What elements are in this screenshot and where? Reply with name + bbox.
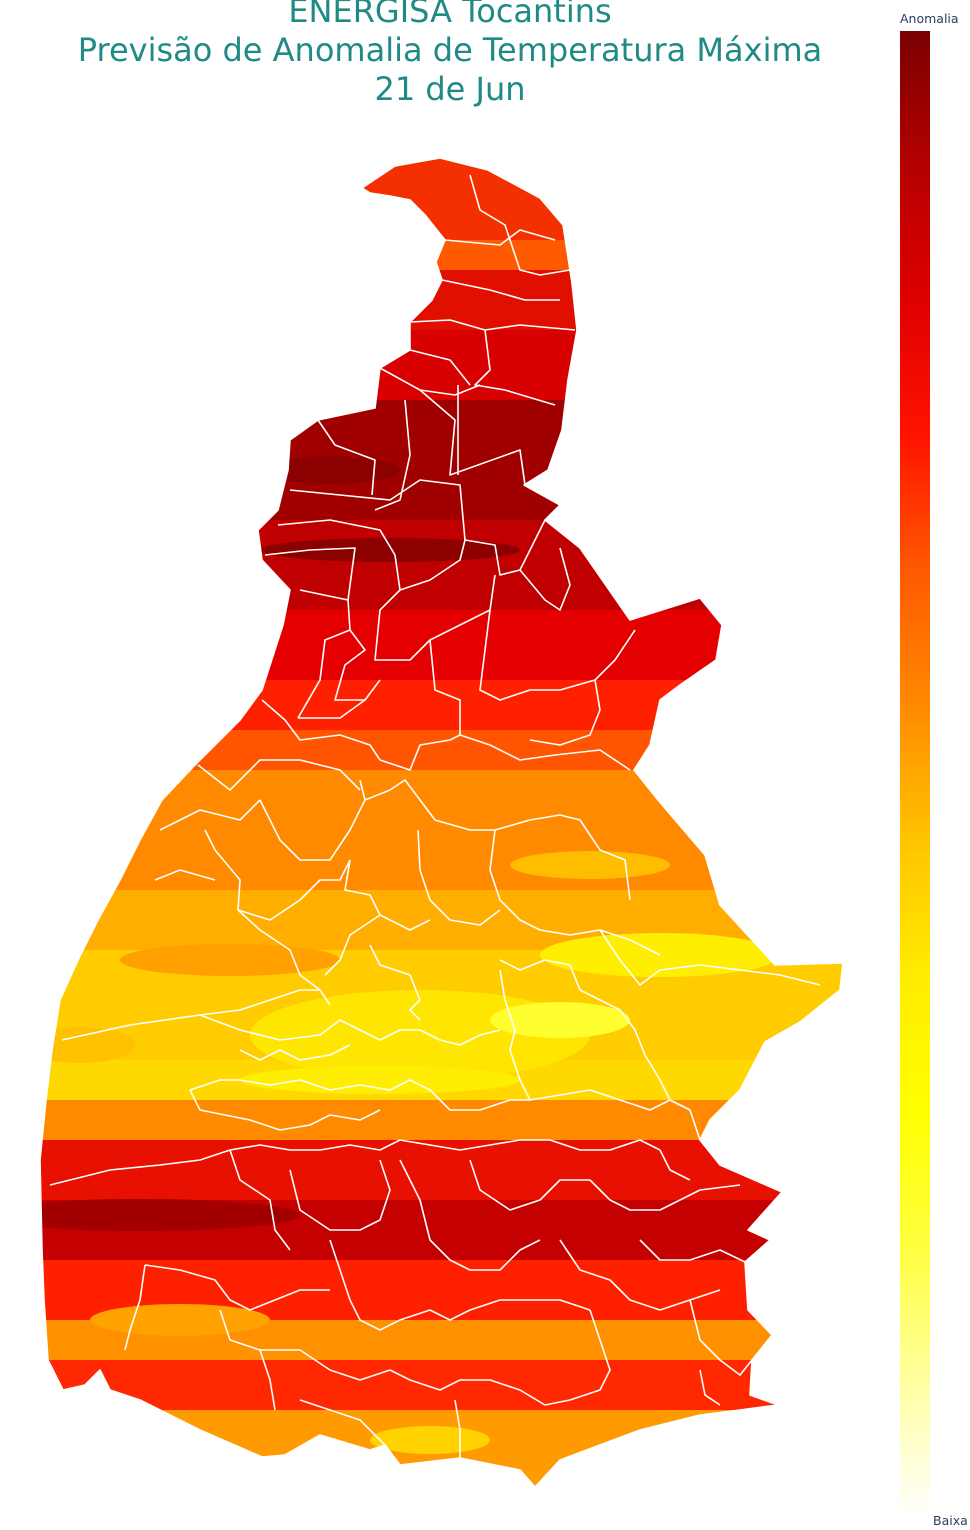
title-line-3: 21 de Jun [374, 70, 526, 108]
title-line-2: Previsão de Anomalia de Temperatura Máxi… [77, 31, 823, 69]
map-title: ENERGISA Tocantins Previsão de Anomalia … [0, 0, 900, 109]
colorbar-bottom-label: Baixa [933, 1513, 968, 1528]
anomaly-map [39, 157, 844, 1488]
colorbar [900, 31, 930, 1517]
colorbar-top-label: Anomalia [900, 11, 959, 26]
temperature-field [40, 158, 843, 1487]
title-line-1: ENERGISA Tocantins [288, 0, 612, 30]
municipality-boundaries [39, 157, 844, 1488]
